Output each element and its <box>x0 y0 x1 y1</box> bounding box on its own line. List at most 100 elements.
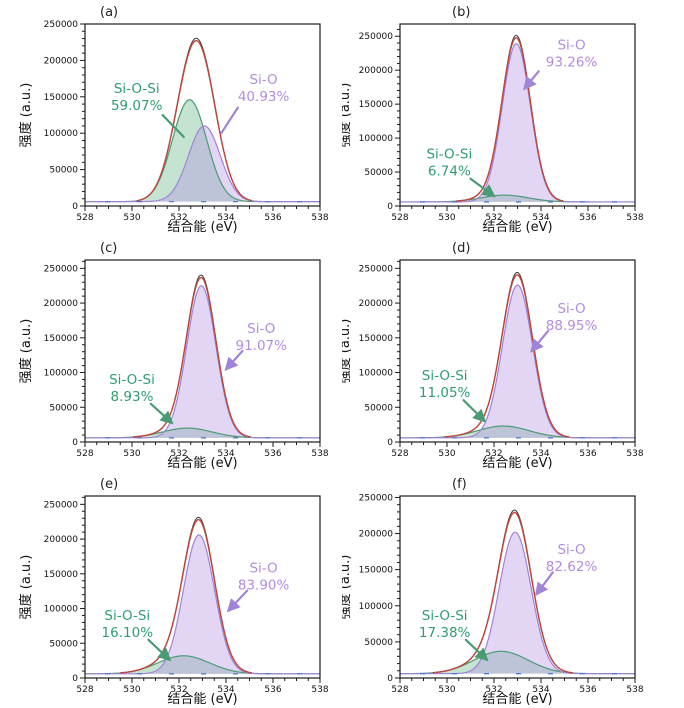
x-tick-label: 530 <box>438 685 455 695</box>
y-axis-title: 强度 (a.u.) <box>342 555 353 620</box>
x-tick-label: 532 <box>170 685 187 695</box>
x-axis-title: 结合能 (eV) <box>482 456 552 471</box>
x-tick-label: 532 <box>485 449 502 459</box>
x-tick-label: 538 <box>626 685 643 695</box>
x-tick-label: 536 <box>579 449 596 459</box>
y-tick-label: 100000 <box>44 369 79 379</box>
y-tick-label: 100000 <box>359 602 394 612</box>
panel-b-plot: 528 530 532 534 536 538 0 50000 100000 150000 2000… <box>342 5 644 235</box>
x-axis-title: 结合能 (eV) <box>482 220 552 235</box>
panel-d: 528 530 532 534 536 538 0 50000 100000 150000 2000… <box>342 236 684 472</box>
y-tick-label: 200000 <box>44 535 79 545</box>
si-o-annotation: Si-O 91.07% <box>236 321 288 354</box>
y-tick-label: 0 <box>387 674 393 684</box>
si-o-si-annotation: Si-O-Si 11.05% <box>419 368 471 401</box>
y-tick-label: 50000 <box>49 166 78 176</box>
y-tick-label: 150000 <box>44 93 79 103</box>
si-o-annotation: Si-O 82.62% <box>546 542 598 575</box>
fit-envelope-curve <box>444 274 570 438</box>
x-tick-label: 536 <box>264 449 281 459</box>
y-tick-label: 200000 <box>359 530 394 540</box>
x-tick-label: 536 <box>264 685 281 695</box>
si-o-annotation: Si-O 40.93% <box>238 72 290 105</box>
y-tick-label: 250000 <box>44 20 79 30</box>
panel-c-plot: 528 530 532 534 536 538 0 50000 100000 150000 2000… <box>18 241 329 471</box>
y-tick-label: 250000 <box>359 264 394 274</box>
x-tick-label: 538 <box>311 449 328 459</box>
si-o-curve <box>85 534 320 675</box>
x-tick-label: 532 <box>170 449 187 459</box>
si-o-si-area <box>85 99 320 202</box>
si-o-si-area <box>400 426 635 438</box>
fit-envelope-curve <box>136 39 253 202</box>
panel-label: (f) <box>452 477 467 492</box>
si-o-si-annotation: Si-O-Si 8.93% <box>109 372 155 405</box>
y-tick-label: 150000 <box>359 566 394 576</box>
panel-label: (c) <box>100 241 117 256</box>
si-o-si-leader-line <box>469 177 496 198</box>
si-o-curve <box>400 43 635 203</box>
si-o-si-area <box>400 195 635 202</box>
x-tick-label: 534 <box>532 213 549 223</box>
y-tick-label: 0 <box>387 202 393 212</box>
x-tick-label: 536 <box>264 213 281 223</box>
x-tick-label: 534 <box>532 449 549 459</box>
fit-envelope-curve <box>456 36 564 202</box>
si-o-area <box>400 43 635 202</box>
x-tick-label: 534 <box>217 449 234 459</box>
x-tick-label: 530 <box>123 449 140 459</box>
y-tick-label: 200000 <box>359 66 394 76</box>
y-tick-label: 250000 <box>359 32 394 42</box>
si-o-area <box>85 534 320 674</box>
panel-a-plot: 528 530 532 534 536 538 0 50000 100000 150000 2000… <box>18 5 329 235</box>
si-o-si-annotation: Si-O-Si 6.74% <box>426 147 472 180</box>
y-tick-label: 150000 <box>44 570 79 580</box>
si-o-annotation: Si-O 83.90% <box>238 560 290 593</box>
si-o-si-area <box>85 428 320 438</box>
y-axis-title: 强度 (a.u.) <box>342 83 353 148</box>
si-o-si-leader-line <box>149 402 174 425</box>
fit-envelope-curve <box>133 276 251 438</box>
panel-f: 528 530 532 534 536 538 0 50000 100000 150000 2000… <box>342 472 684 708</box>
x-tick-label: 528 <box>391 449 408 459</box>
si-o-si-leader-line <box>464 638 489 662</box>
x-axis-title: 结合能 (eV) <box>167 692 237 707</box>
y-tick-label: 250000 <box>44 264 79 274</box>
y-tick-label: 0 <box>387 438 393 448</box>
si-o-si-leader-line <box>147 638 172 662</box>
y-tick-label: 100000 <box>359 369 394 379</box>
panel-a: 528 530 532 534 536 538 0 50000 100000 150000 2000… <box>0 0 342 236</box>
y-tick-label: 150000 <box>44 334 79 344</box>
panel-label: (d) <box>452 241 470 256</box>
y-tick-label: 50000 <box>364 403 393 413</box>
x-tick-label: 528 <box>76 213 93 223</box>
y-axis-title: 强度 (a.u.) <box>342 319 353 384</box>
x-tick-label: 530 <box>438 213 455 223</box>
si-o-curve <box>85 285 320 439</box>
x-tick-label: 538 <box>311 685 328 695</box>
x-tick-label: 528 <box>76 449 93 459</box>
si-o-area <box>400 285 635 438</box>
panel-label: (e) <box>100 477 118 492</box>
si-o-leader-line <box>226 589 249 613</box>
x-tick-label: 534 <box>217 213 234 223</box>
panel-e: 528 530 532 534 536 538 0 50000 100000 150000 2000… <box>0 472 342 708</box>
fit-envelope-curve <box>120 519 252 674</box>
si-o-si-area <box>400 651 635 674</box>
x-axis-title: 结合能 (eV) <box>167 456 237 471</box>
y-tick-label: 0 <box>72 202 78 212</box>
x-tick-label: 538 <box>626 449 643 459</box>
x-axis-title: 结合能 (eV) <box>167 220 237 235</box>
si-o-leader-line <box>523 70 540 91</box>
panel-e-plot: 528 530 532 534 536 538 0 50000 100000 150000 2000… <box>18 477 329 707</box>
y-axis-title: 强度 (a.u.) <box>18 83 34 148</box>
x-tick-label: 534 <box>217 685 234 695</box>
si-o-area <box>400 532 635 674</box>
si-o-curve <box>400 531 635 675</box>
x-tick-label: 536 <box>579 685 596 695</box>
x-tick-label: 530 <box>123 685 140 695</box>
si-o-annotation: Si-O 93.26% <box>546 37 598 70</box>
x-tick-label: 538 <box>626 213 643 223</box>
y-tick-label: 200000 <box>44 299 79 309</box>
